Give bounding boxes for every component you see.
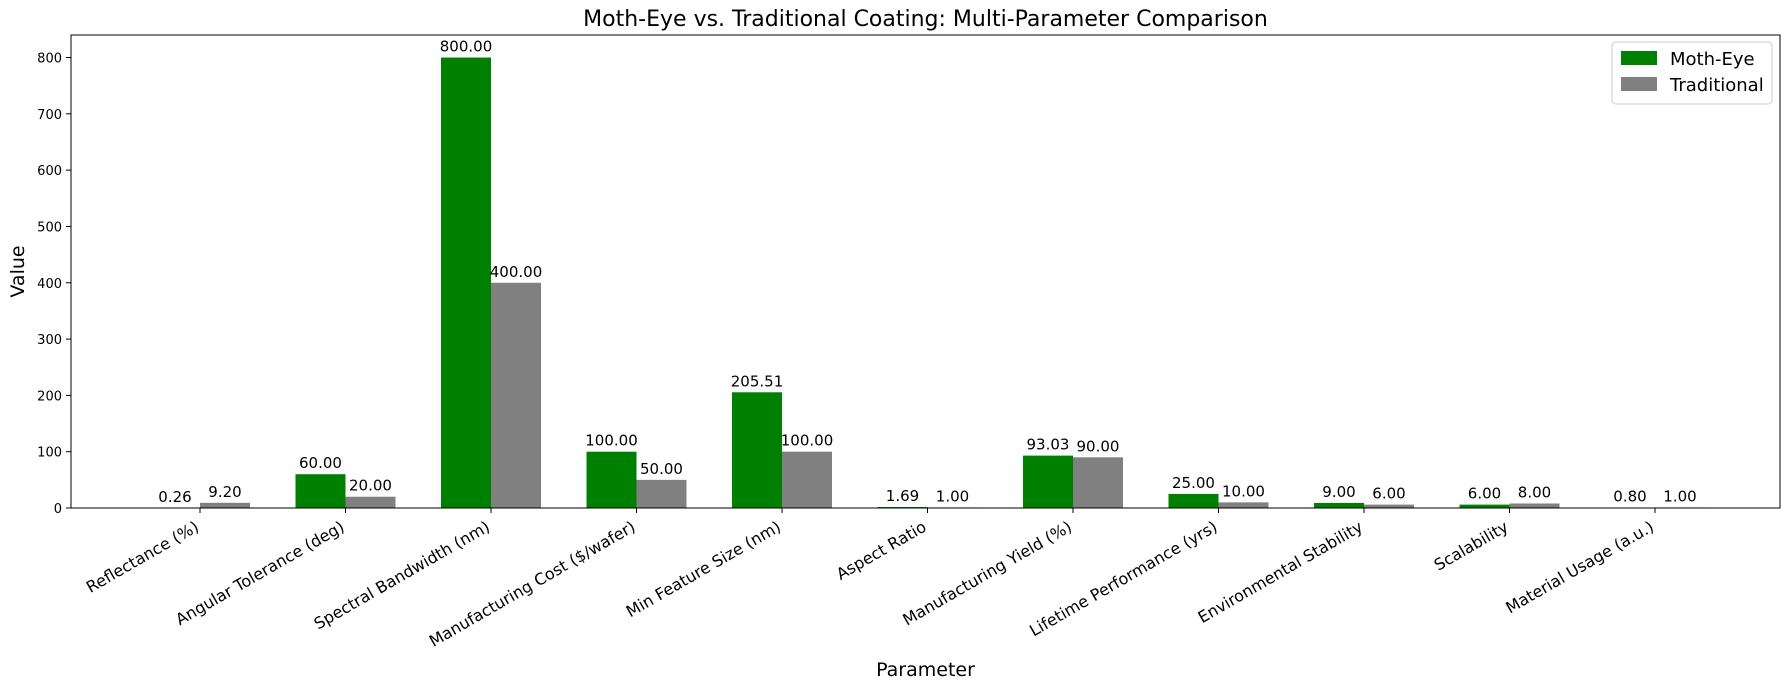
bar-moth-eye-min-feature-size-nm [732, 392, 782, 508]
bar-label-traditional-angular-tolerance-deg: 20.00 [349, 477, 392, 495]
x-tick-label: Reflectance (%) [83, 517, 202, 597]
y-tick-label: 100 [37, 446, 62, 461]
bar-traditional-lifetime-performance-yrs [1218, 502, 1269, 508]
y-tick-label: 0 [54, 502, 62, 517]
y-axis: 0 100 200 300 400 500 600 700 800 [37, 52, 71, 517]
legend-label-traditional: Traditional [1669, 75, 1764, 96]
bar-moth-eye-angular-tolerance-deg [295, 474, 346, 508]
bar-label-traditional-aspect-ratio: 1.00 [936, 487, 969, 505]
bar-label-traditional-reflectance: 9.20 [208, 483, 241, 501]
bar-label-traditional-material-usage-a-u: 1.00 [1663, 487, 1696, 505]
bar-label-moth-eye-aspect-ratio: 1.69 [886, 487, 919, 505]
y-tick-label: 700 [37, 108, 62, 123]
bar-moth-eye-manufacturing-yield [1023, 455, 1073, 508]
y-tick-label: 500 [37, 220, 62, 235]
bar-label-moth-eye-material-usage-a-u: 0.80 [1613, 488, 1646, 506]
bar-label-traditional-spectral-bandwidth-nm: 400.00 [490, 263, 543, 281]
y-axis-title: Value [7, 245, 29, 297]
bar-label-traditional-manufacturing-yield: 90.00 [1077, 437, 1120, 455]
bar-label-traditional-min-feature-size-nm: 100.00 [781, 432, 834, 450]
bar-label-moth-eye-min-feature-size-nm: 205.51 [731, 372, 784, 390]
bars-group [150, 57, 1705, 509]
x-tick-label: Min Feature Size (nm) [623, 517, 784, 621]
bar-moth-eye-spectral-bandwidth-nm [441, 57, 491, 509]
bar-label-moth-eye-manufacturing-cost-wafer: 100.00 [585, 432, 638, 450]
y-tick-label: 300 [37, 333, 62, 348]
x-tick-label: Material Usage (a.u.) [1502, 517, 1657, 617]
y-tick-label: 800 [37, 52, 62, 67]
bar-label-moth-eye-angular-tolerance-deg: 60.00 [299, 454, 342, 472]
bar-label-moth-eye-scalability: 6.00 [1468, 485, 1501, 503]
bar-label-moth-eye-reflectance: 0.26 [158, 488, 191, 506]
bar-traditional-min-feature-size-nm [782, 451, 832, 508]
bar-traditional-reflectance [200, 502, 250, 508]
bar-label-moth-eye-environmental-stability: 9.00 [1322, 483, 1355, 501]
bar-labels-group: 0.26 60.00 800.00 100.00 205.51 1.69 93.03 25.0… [158, 38, 1696, 506]
bar-label-traditional-environmental-stability: 6.00 [1372, 485, 1405, 503]
bar-label-moth-eye-lifetime-performance-yrs: 25.00 [1172, 474, 1215, 492]
x-axis-title: Parameter [876, 659, 975, 681]
y-tick-label: 200 [37, 389, 62, 404]
bar-moth-eye-environmental-stability [1314, 502, 1364, 508]
chart-title: Moth-Eye vs. Traditional Coating: Multi-… [583, 7, 1268, 32]
plot-frame [70, 34, 1781, 509]
x-tick-label: Scalability [1431, 517, 1512, 575]
bar-traditional-scalability [1509, 503, 1560, 508]
bar-moth-eye-lifetime-performance-yrs [1168, 493, 1219, 508]
bar-traditional-angular-tolerance-deg [345, 496, 396, 508]
legend-swatch-traditional [1621, 77, 1657, 91]
bar-traditional-environmental-stability [1364, 504, 1414, 508]
bar-label-traditional-manufacturing-cost-wafer: 50.00 [640, 460, 683, 478]
legend-label-moth-eye: Moth-Eye [1670, 49, 1755, 70]
y-tick-label: 400 [37, 277, 62, 292]
bar-label-traditional-scalability: 8.00 [1518, 483, 1551, 501]
bar-moth-eye-manufacturing-cost-wafer [586, 451, 637, 508]
bar-traditional-manufacturing-yield [1073, 457, 1123, 508]
bar-label-traditional-lifetime-performance-yrs: 10.00 [1222, 482, 1265, 500]
bar-label-moth-eye-spectral-bandwidth-nm: 800.00 [440, 38, 493, 56]
legend: Moth-Eye Traditional [1611, 41, 1773, 105]
bar-moth-eye-scalability [1459, 504, 1510, 508]
bar-label-moth-eye-manufacturing-yield: 93.03 [1027, 436, 1070, 454]
y-tick-label: 600 [37, 164, 62, 179]
bar-traditional-spectral-bandwidth-nm [491, 282, 541, 508]
bar-traditional-manufacturing-cost-wafer [636, 479, 687, 508]
legend-swatch-moth-eye [1621, 51, 1657, 65]
x-axis: Reflectance (%)Angular Tolerance (deg)Sp… [83, 508, 1657, 651]
x-tick-label: Aspect Ratio [833, 517, 930, 584]
